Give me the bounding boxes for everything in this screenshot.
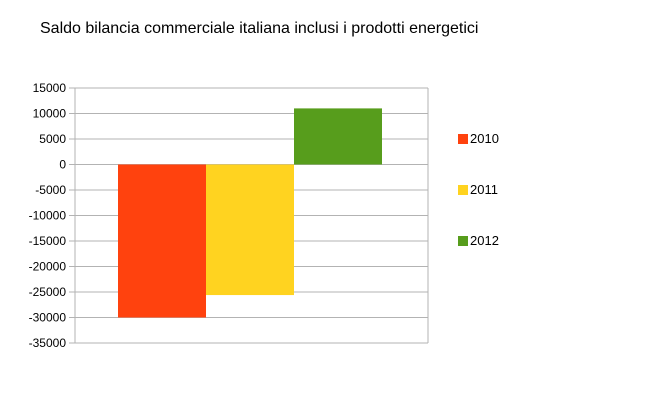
legend-label: 2011 bbox=[470, 182, 498, 197]
y-tick-label: -5000 bbox=[35, 183, 66, 197]
bars bbox=[118, 108, 382, 318]
y-tick-label: -10000 bbox=[29, 209, 67, 223]
legend-label: 2010 bbox=[470, 131, 499, 146]
legend-item-2010: 2010 bbox=[458, 131, 499, 146]
y-tick-label: -30000 bbox=[29, 311, 67, 325]
y-tick-label: -35000 bbox=[29, 336, 67, 350]
y-tick-label: 0 bbox=[59, 158, 66, 172]
legend-swatch bbox=[458, 235, 468, 246]
bar-2011 bbox=[206, 164, 294, 296]
chart-title: Saldo bilancia commerciale italiana incl… bbox=[40, 20, 479, 37]
y-tick-label: 15000 bbox=[33, 81, 67, 95]
legend-item-2012: 2012 bbox=[458, 233, 499, 248]
legend-swatch bbox=[458, 184, 468, 195]
legend-label: 2012 bbox=[470, 233, 499, 248]
y-tick-label: 5000 bbox=[39, 132, 66, 146]
y-axis: 15000 10000 5000 0 -5000 -10000 -15000 -20000 -2… bbox=[29, 81, 429, 350]
y-tick-label: -20000 bbox=[29, 260, 67, 274]
y-tick-label: -15000 bbox=[29, 234, 67, 248]
bar-2010 bbox=[118, 164, 206, 318]
y-tick-label: 10000 bbox=[33, 107, 67, 121]
y-tick-label: -25000 bbox=[29, 285, 67, 299]
legend-swatch bbox=[458, 133, 468, 144]
legend-item-2011: 2011 bbox=[458, 182, 498, 197]
bar-2012 bbox=[294, 108, 382, 165]
